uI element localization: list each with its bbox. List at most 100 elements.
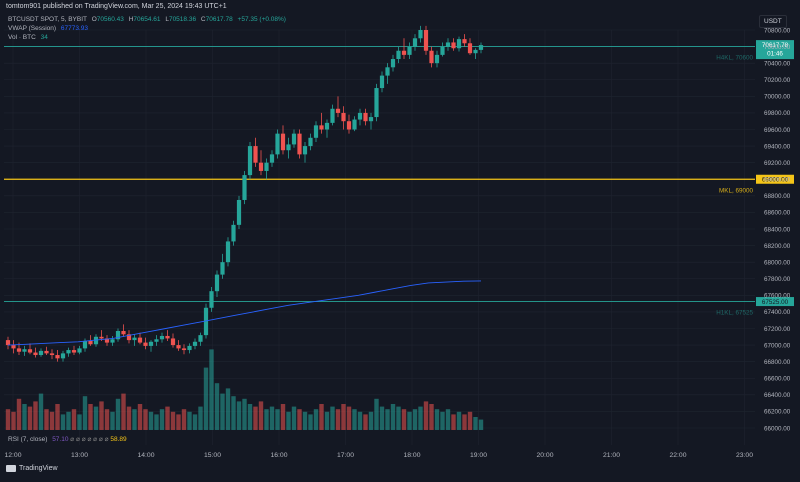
candle-body [49, 353, 55, 356]
published-caption: tomtom901 published on TradingView.com, … [6, 3, 227, 10]
high-label: H [128, 16, 134, 23]
candle-body [275, 133, 280, 155]
volume-bar [82, 396, 88, 430]
price-tick-label: 67000.00 [764, 342, 791, 349]
volume-bar [401, 409, 407, 430]
time-tick-label: 22:00 [669, 452, 686, 459]
volume-bar [44, 409, 49, 430]
candle-body [104, 338, 110, 343]
price-tick-label: 67400.00 [764, 309, 791, 316]
candle-body [247, 146, 253, 176]
price-tick-label: 68400.00 [764, 226, 791, 233]
volume-bar [258, 401, 264, 430]
candle-body [451, 42, 456, 49]
volume-bar [280, 404, 286, 430]
volume-bar [407, 411, 412, 430]
volume-bar [121, 393, 126, 430]
price-tick-label: 70000.00 [764, 94, 791, 101]
candle-body [396, 50, 401, 60]
time-tick-label: 16:00 [270, 452, 287, 459]
candle-body [22, 349, 27, 352]
volume-bar [396, 406, 401, 430]
volume-bar [27, 406, 33, 430]
price-tick-label: 69600.00 [764, 127, 791, 134]
price-tick-label: 70600.00 [764, 44, 791, 51]
candle-body [445, 42, 451, 47]
price-tick-label: 66000.00 [764, 425, 791, 432]
candle-body [357, 112, 363, 120]
candle-body [55, 355, 60, 359]
volume-bar [319, 404, 324, 430]
price-tick-label: 69400.00 [764, 143, 791, 150]
volume-bars [5, 349, 484, 430]
volume-bar [93, 406, 99, 430]
candle-body [390, 59, 396, 68]
volume-bar [302, 411, 308, 430]
candle-body [330, 108, 335, 123]
volume-bar [275, 409, 280, 430]
time-tick-label: 15:00 [204, 452, 221, 459]
vwap-legend[interactable]: VWAP (Session) 67773.93 [8, 25, 88, 32]
time-axis[interactable]: 12:00 13:00 14:00 15:00 16:00 17:00 18:00 19:00… [4, 452, 753, 459]
key-level-label: H4KL, 70600 [716, 55, 753, 62]
candle-body [170, 338, 176, 346]
volume-bar [242, 398, 247, 430]
time-tick-label: 20:00 [536, 452, 553, 459]
volume-bar [159, 409, 165, 430]
candle-body [44, 350, 49, 354]
candle-body [187, 345, 192, 351]
volume-bar [286, 411, 291, 430]
rsi-legend[interactable]: RSI (7, close) 57.10 ⌀ ⌀ ⌀ ⌀ ⌀ ⌀ ⌀ 58.89 [8, 435, 127, 443]
candle-body [77, 348, 82, 353]
volume-bar [352, 409, 357, 430]
open-label: O [91, 16, 97, 23]
vwap-polyline [7, 280, 482, 346]
candle-body [236, 199, 242, 225]
candle-body [5, 340, 11, 346]
symbol-legend: BTCUSDT SPOT, 5, BYBIT O70560.43 H70654.… [8, 16, 286, 23]
high-value: 70654.61 [133, 16, 161, 23]
volume-bar [5, 409, 11, 430]
vwap-line [7, 280, 482, 346]
volume-legend[interactable]: Vol · BTC 34 [8, 34, 48, 41]
candle-body [148, 341, 154, 346]
price-tick-label: 66200.00 [764, 409, 791, 416]
candle-body [214, 274, 220, 292]
time-tick-label: 17:00 [337, 452, 354, 459]
time-tick-label: 19:00 [470, 452, 487, 459]
candle-body [467, 43, 473, 54]
candle-body [82, 340, 88, 349]
volume-bar [132, 409, 137, 430]
volume-bar [313, 409, 319, 430]
key-level-tag [756, 297, 794, 307]
candle-body [115, 330, 121, 340]
volume-bar [456, 411, 462, 430]
volume-bar [77, 414, 82, 430]
symbol-name[interactable]: BTCUSDT SPOT, 5, BYBIT [8, 16, 87, 23]
key-level-tag-text: 69000.00 [762, 177, 789, 184]
candle-body [374, 88, 379, 118]
volume-bar [225, 388, 231, 430]
volume-bar [357, 411, 363, 430]
time-tick-label: 12:00 [4, 452, 21, 459]
candle-body [181, 348, 187, 351]
volume-bar [423, 401, 429, 430]
rsi-value: 57.10 [52, 436, 69, 443]
candle-body [385, 67, 390, 76]
candle-body [407, 46, 412, 55]
key-level-label: H1KL, 67525 [716, 310, 753, 317]
price-tick-label: 66800.00 [764, 359, 791, 366]
countdown-timer: 01:46 [767, 51, 783, 58]
candle-body [412, 38, 418, 47]
volume-bar [192, 414, 198, 430]
currency-selector[interactable]: USDT [759, 15, 787, 28]
candle-body [143, 342, 148, 346]
price-tick-label: 68800.00 [764, 193, 791, 200]
price-axis[interactable]: 70800.00 70600.00 70400.00 70200.00 70000.00… [764, 27, 791, 432]
price-tick-label: 68600.00 [764, 210, 791, 217]
volume-bar [181, 409, 187, 430]
rsi-placeholder: ⌀ ⌀ ⌀ ⌀ ⌀ ⌀ ⌀ [70, 436, 109, 443]
volume-bar [220, 393, 225, 430]
price-tick-label: 69000.00 [764, 177, 791, 184]
